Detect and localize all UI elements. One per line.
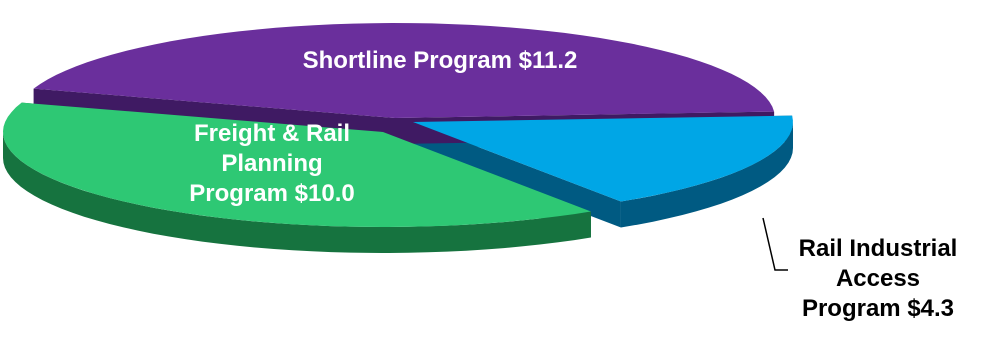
slice-rail-industrial-access-label-line: Program $4.3 <box>802 295 954 322</box>
slice-freight-rail-planning-label: Freight & Rail Planning Program $10.0 <box>189 120 354 207</box>
slice-labels: Shortline Program $11.2 Rail Industrial Ac… <box>189 47 957 322</box>
pie-slice-tops <box>3 23 793 227</box>
slice-freight-rail-planning-label-line: Planning <box>221 150 322 177</box>
slice-freight-rail-planning-label-line: Program $10.0 <box>189 180 354 207</box>
slice-freight-rail-planning-top <box>3 102 591 227</box>
slice-freight-rail-planning-label-line: Freight & Rail <box>194 120 350 147</box>
slice-rail-industrial-access-label-line: Access <box>836 265 920 292</box>
slice-shortline-label-line: Shortline Program $11.2 <box>303 47 578 74</box>
slice-rail-industrial-access-label: Rail Industrial Access Program $4.3 <box>799 235 958 322</box>
slice-rail-industrial-access-label-line: Rail Industrial <box>799 235 958 262</box>
slice-shortline-label: Shortline Program $11.2 <box>303 47 578 74</box>
slice-rail-industrial-access-top <box>413 115 793 202</box>
slice-shortline-top <box>33 23 775 118</box>
slice-rail-industrial-access-side <box>620 122 793 228</box>
slice-rail-industrial-access-cut-face-end <box>413 122 621 228</box>
rail-industrial-leader-line <box>762 217 788 271</box>
slice-freight-rail-planning-side <box>3 132 591 253</box>
